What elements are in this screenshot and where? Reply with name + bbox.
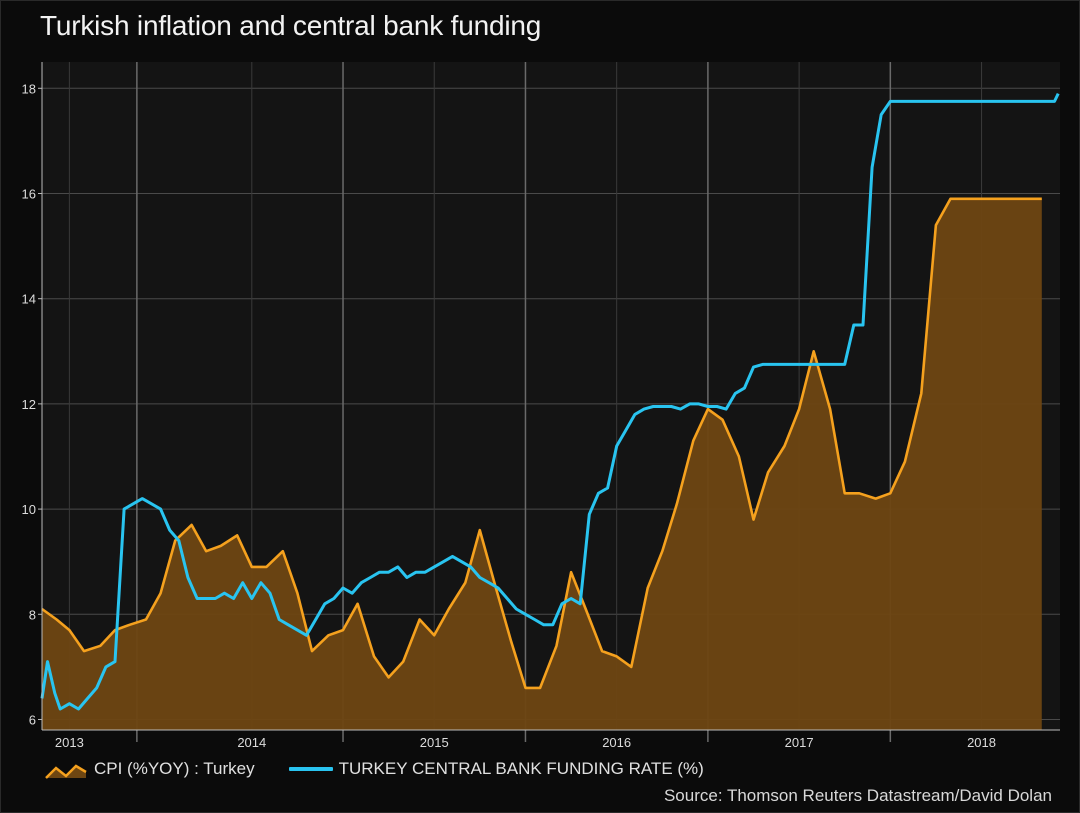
funding-rate-line [40, 92, 1060, 711]
cpi-line [41, 197, 1042, 690]
legend-item-funding: TURKEY CENTRAL BANK FUNDING RATE (%) [288, 759, 704, 779]
chart-title: Turkish inflation and central bank fundi… [40, 10, 542, 41]
legend-swatch-funding [288, 767, 333, 771]
series-layer [40, 92, 1060, 731]
legend: CPI (%YOY) : Turkey TURKEY CENTRAL BANK … [44, 758, 738, 780]
y-tick-label: 18 [22, 81, 36, 96]
x-tick-label: 2018 [967, 735, 996, 750]
legend-label-cpi: CPI (%YOY) : Turkey [94, 759, 255, 778]
y-tick-label: 8 [29, 607, 36, 622]
x-tick-label: 2014 [237, 735, 266, 750]
y-tick-label: 12 [22, 397, 36, 412]
x-tick-label: 2016 [602, 735, 631, 750]
legend-item-cpi: CPI (%YOY) : Turkey [44, 758, 255, 780]
legend-label-funding: TURKEY CENTRAL BANK FUNDING RATE (%) [338, 759, 704, 778]
source-note: Source: Thomson Reuters Datastream/David… [663, 786, 1052, 805]
y-tick-label: 6 [29, 712, 36, 727]
legend-swatch-cpi [45, 764, 87, 779]
x-tick-label: 2013 [55, 735, 84, 750]
cpi-area [42, 198, 1042, 731]
y-tick-label: 10 [22, 502, 36, 517]
y-tick-label: 14 [22, 292, 36, 307]
x-tick-label: 2017 [785, 735, 814, 750]
x-tick-label: 2015 [420, 735, 449, 750]
axes: 6 8 10 12 14 16 18 2013 2014 2015 2016 2017 2018 [22, 62, 1060, 750]
y-tick-label: 16 [22, 186, 36, 201]
